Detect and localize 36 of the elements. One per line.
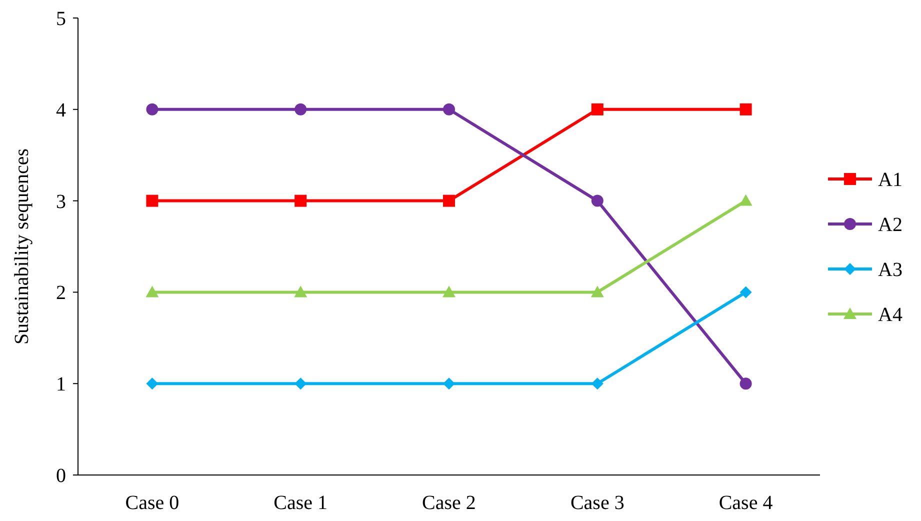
x-tick-label: Case 4 (718, 492, 773, 514)
point (294, 378, 307, 390)
point (146, 103, 158, 116)
y-tick-label: 5 (56, 8, 66, 30)
x-tick-label: Case 1 (274, 492, 328, 514)
x-tick-label: Case 0 (125, 492, 180, 514)
point (739, 194, 752, 206)
y-axis-title: Sustainability sequences (11, 148, 33, 345)
point (443, 378, 455, 390)
y-tick-label: 1 (56, 374, 66, 396)
y-tick-label: 4 (56, 99, 66, 122)
point (591, 194, 604, 207)
point (740, 286, 752, 298)
point (294, 194, 307, 207)
point (442, 286, 456, 298)
point (443, 194, 455, 207)
point (591, 378, 604, 390)
point (740, 103, 752, 116)
point (294, 286, 308, 298)
point (591, 103, 604, 116)
point (590, 286, 604, 298)
point (740, 378, 752, 390)
point (146, 286, 159, 298)
y-tick-label: 2 (56, 282, 66, 304)
legend-label: A4 (878, 304, 902, 326)
y-tick-label: 3 (56, 190, 66, 213)
legend-label: A3 (878, 259, 902, 281)
point (294, 103, 307, 116)
point (146, 194, 158, 207)
point (443, 103, 455, 116)
y-tick-label: 0 (56, 465, 66, 487)
x-tick-label: Case 3 (570, 492, 624, 514)
x-tick-label: Case 2 (422, 492, 476, 514)
legend-label: A2 (878, 214, 902, 236)
point (146, 378, 158, 390)
legend-label: A1 (878, 169, 902, 191)
